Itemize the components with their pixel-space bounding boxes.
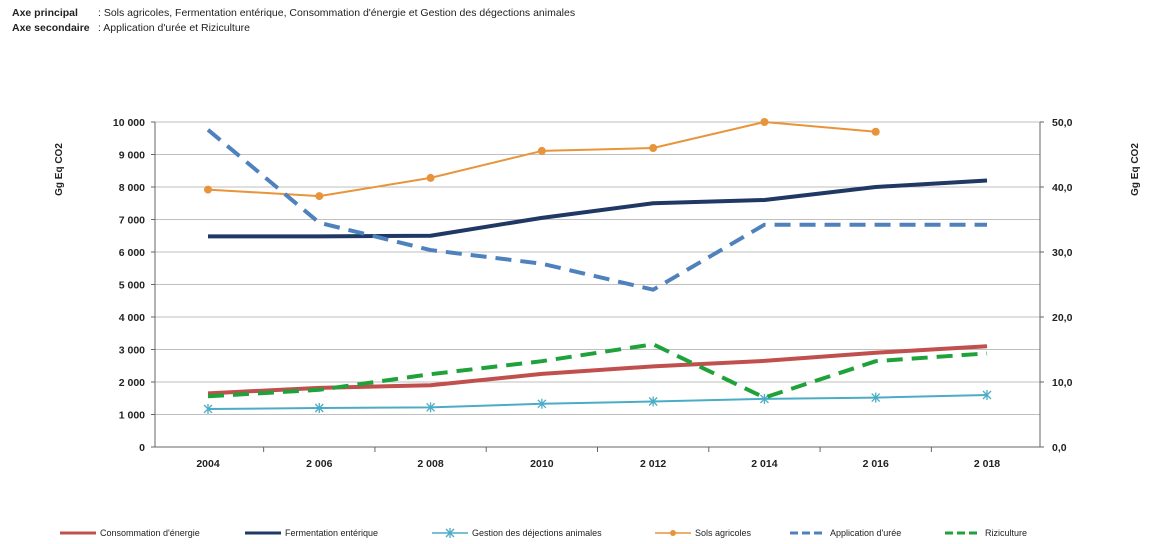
y2-tick-label: 50,0 (1052, 117, 1073, 129)
y2-axis-label: Gg Eq CO2 (1130, 143, 1141, 196)
data-point (204, 185, 212, 194)
legend-label: Consommation d'énergie (100, 528, 200, 538)
legend-marker (670, 530, 676, 536)
series-line (206, 128, 987, 292)
y-tick-label: 1 000 (119, 410, 145, 422)
data-point (537, 146, 546, 155)
primary-axis-label: Axe principal (12, 7, 78, 19)
series-line (207, 121, 876, 198)
data-point (315, 192, 324, 201)
x-tick-label: 2 006 (306, 458, 332, 470)
y2-tick-label: 30,0 (1052, 247, 1073, 259)
legend-label: Gestion des déjections animales (472, 528, 602, 538)
y-tick-label: 2 000 (119, 377, 145, 389)
x-tick-label: 2004 (196, 458, 220, 470)
series-line (207, 342, 988, 400)
x-tick-label: 2 012 (640, 458, 666, 470)
data-point (426, 173, 435, 182)
y-tick-label: 0 (139, 442, 145, 454)
secondary-axis-text: : Application d'urée et Riziculture (98, 22, 251, 34)
primary-axis-text: : Sols agricoles, Fermentation entérique… (98, 7, 576, 19)
x-tick-label: 2 016 (863, 458, 889, 470)
x-tick-label: 2 014 (751, 458, 777, 470)
secondary-axis-note: Axe secondaire : Application d'urée et Ri… (12, 21, 575, 36)
y-tick-label: 6 000 (119, 247, 145, 259)
y-tick-label: 5 000 (119, 280, 145, 292)
y-tick-label: 10 000 (113, 117, 145, 129)
y2-tick-label: 0,0 (1052, 442, 1067, 454)
y-axis-label: Gg Eq CO2 (54, 143, 65, 196)
data-point (871, 127, 880, 136)
legend-label: Fermentation entérique (285, 528, 378, 538)
y-tick-label: 7 000 (119, 215, 145, 227)
data-point (649, 144, 658, 152)
legend-label: Application d'urée (830, 528, 901, 538)
x-tick-label: 2010 (530, 458, 554, 470)
series-line (207, 394, 988, 410)
series-line (208, 178, 988, 239)
legend-label: Riziculture (985, 528, 1027, 538)
y2-tick-label: 40,0 (1052, 182, 1073, 194)
legend-label: Sols agricoles (695, 528, 752, 538)
primary-axis-note: Axe principal : Sols agricoles, Fermentat… (12, 6, 575, 21)
y-tick-label: 3 000 (119, 345, 145, 357)
y2-tick-label: 20,0 (1052, 312, 1073, 324)
series-line (207, 344, 988, 396)
data-point (760, 118, 769, 126)
secondary-axis-label: Axe secondaire (12, 22, 90, 34)
y-tick-label: 9 000 (119, 150, 145, 162)
y-tick-label: 4 000 (119, 312, 145, 324)
x-tick-label: 2 018 (974, 458, 1000, 470)
y2-tick-label: 10,0 (1052, 377, 1073, 389)
x-tick-label: 2 008 (417, 458, 443, 470)
chart-header: Axe principal : Sols agricoles, Fermentat… (12, 6, 575, 36)
y-tick-label: 8 000 (119, 182, 145, 194)
